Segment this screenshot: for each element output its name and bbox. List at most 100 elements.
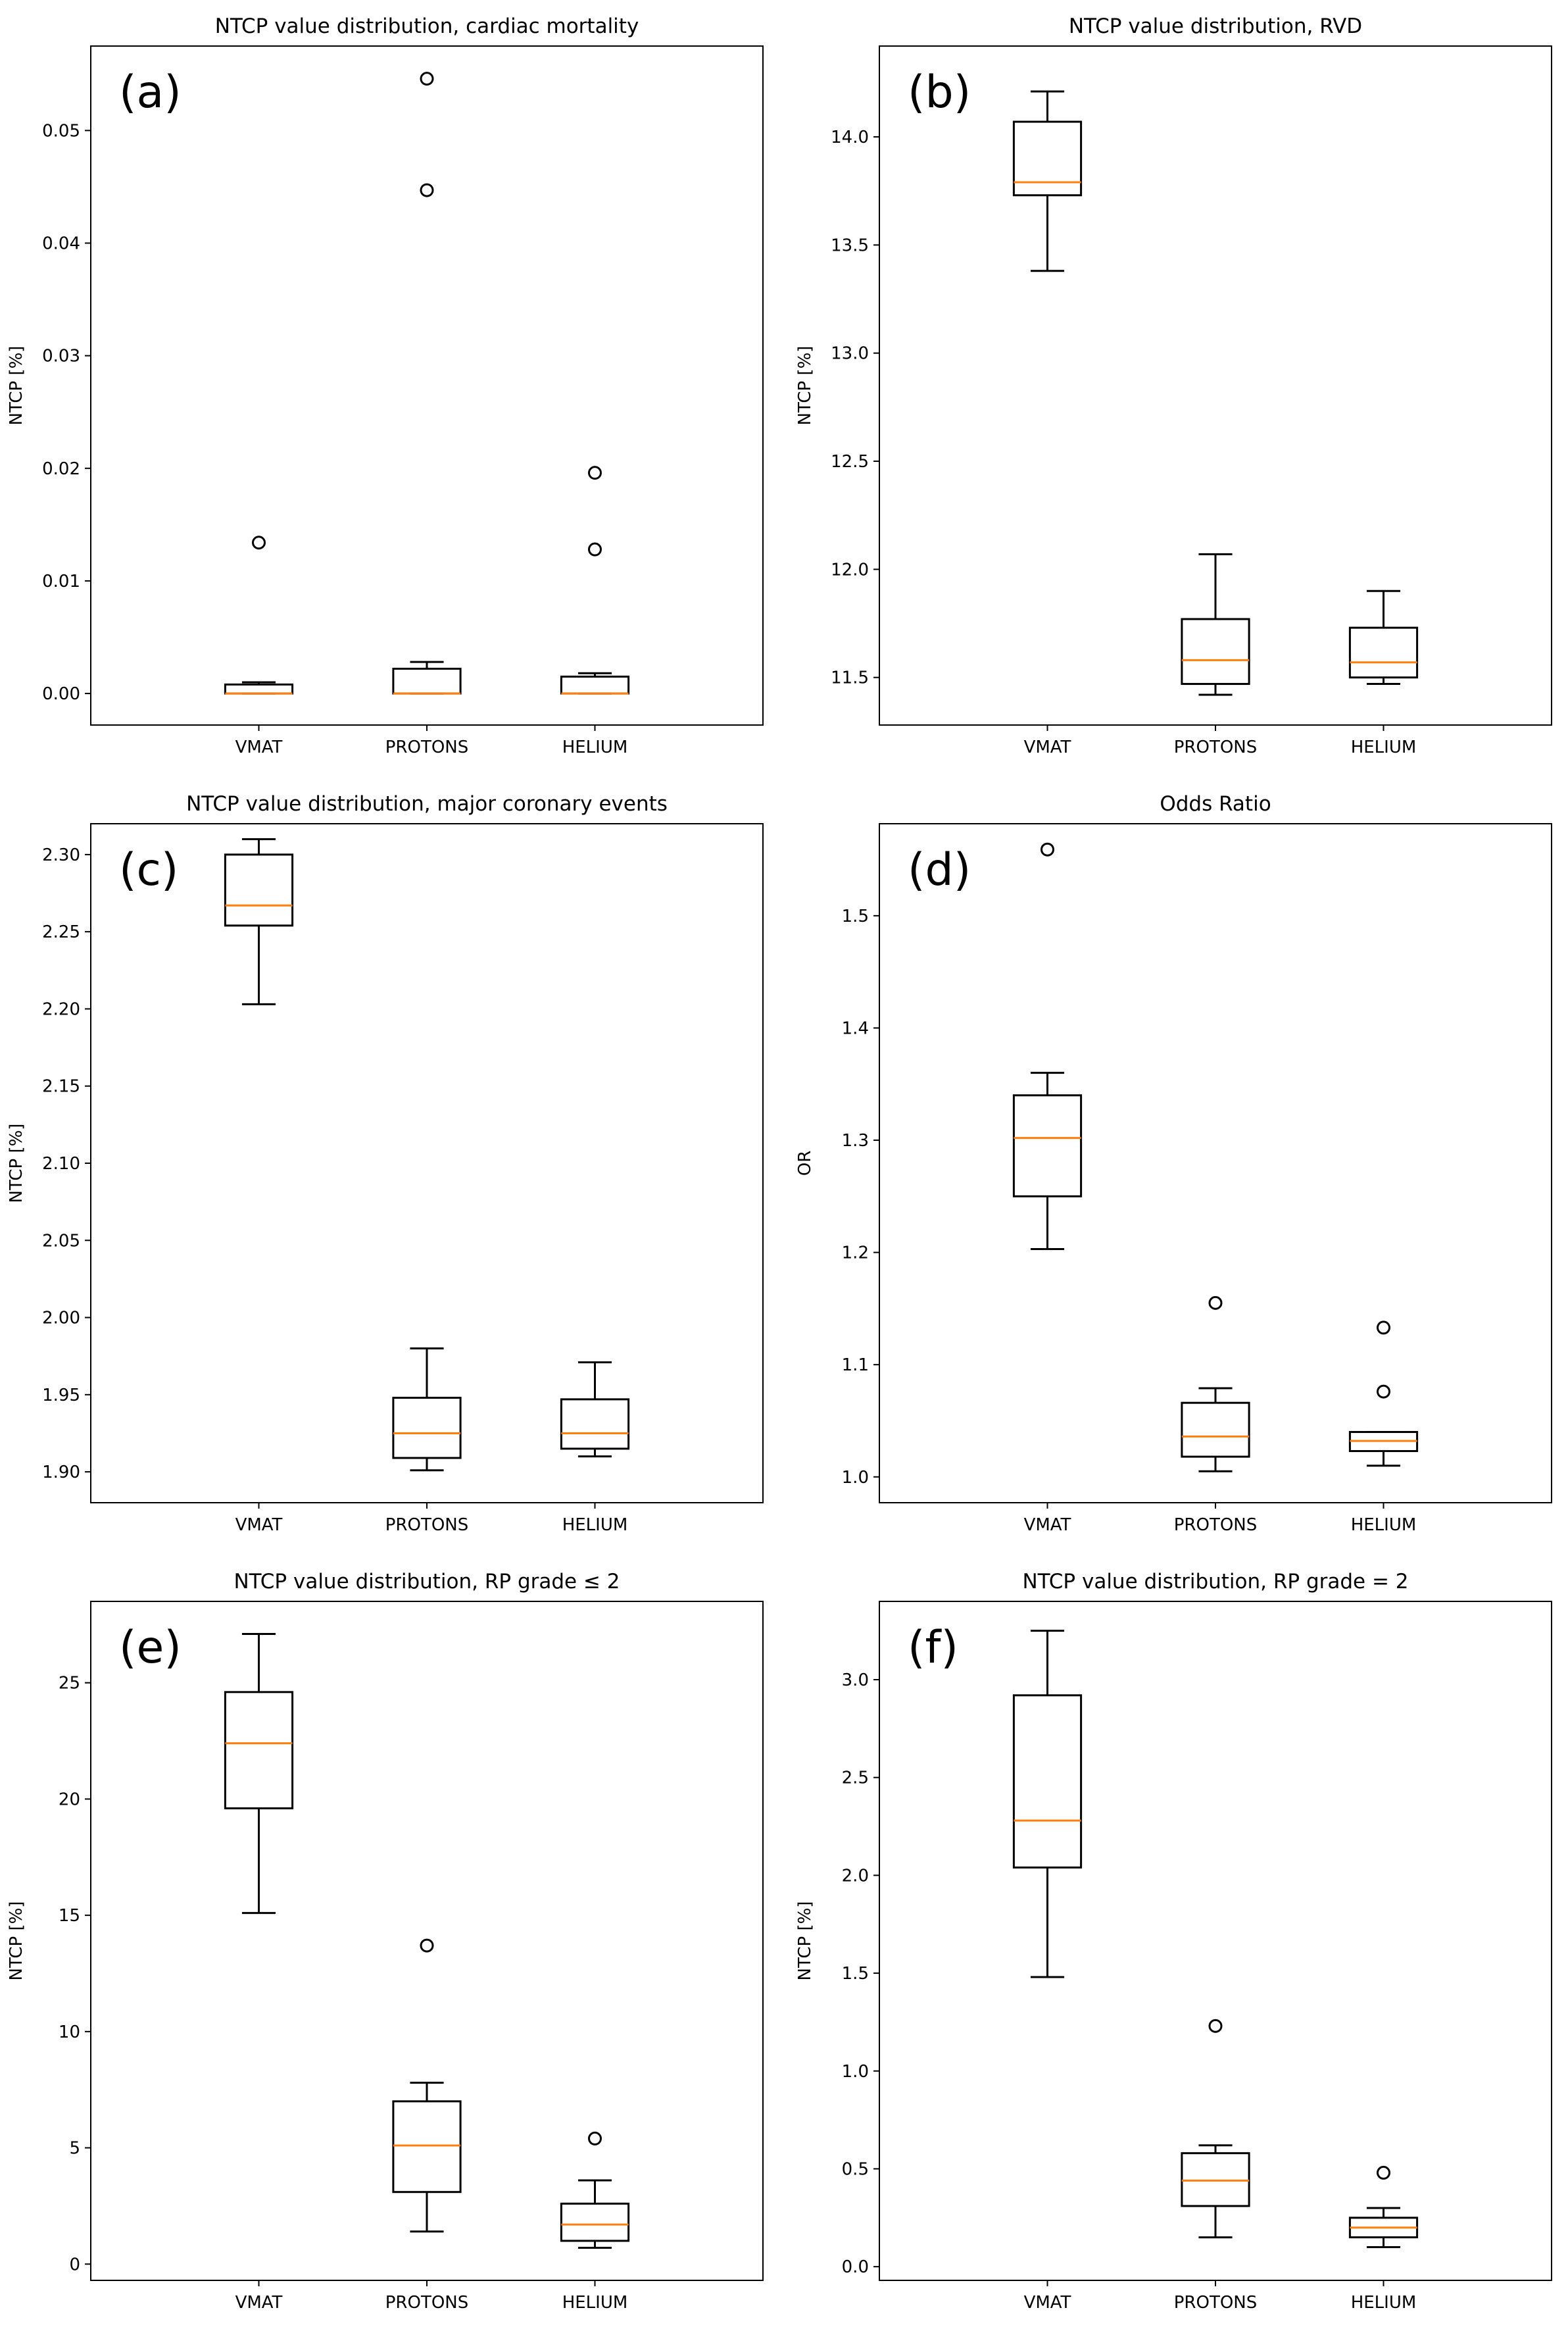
outlier-point bbox=[1377, 2165, 1390, 2180]
y-axis-label: NTCP [%] bbox=[7, 1901, 26, 1981]
x-tick-label: VMAT bbox=[235, 2293, 283, 2313]
box-helium bbox=[560, 466, 630, 695]
x-tick-label: PROTONS bbox=[1174, 738, 1258, 757]
box-vmat bbox=[224, 536, 294, 695]
y-tick-label: 0.03 bbox=[42, 347, 80, 366]
box-protons bbox=[392, 1347, 462, 1472]
y-tick-label: 0.02 bbox=[42, 459, 80, 479]
box-protons bbox=[392, 72, 462, 695]
outlier-point bbox=[420, 183, 434, 197]
y-tick-label: 1.90 bbox=[42, 1463, 80, 1482]
iqr-box bbox=[1181, 618, 1250, 686]
y-tick-label: 1.95 bbox=[42, 1386, 80, 1405]
panel-label: (a) bbox=[119, 66, 182, 118]
iqr-box bbox=[1012, 120, 1083, 197]
axes-frame bbox=[879, 45, 1552, 726]
panel-a: NTCP value distribution, cardiac mortali… bbox=[7, 14, 764, 757]
x-tick-label: HELIUM bbox=[562, 738, 628, 757]
x-tick-label: PROTONS bbox=[385, 738, 469, 757]
y-tick-label: 0.0 bbox=[842, 2257, 869, 2277]
box-protons bbox=[1181, 1295, 1250, 1472]
x-tick-label: HELIUM bbox=[1351, 2293, 1417, 2313]
y-tick-label: 15 bbox=[59, 1906, 80, 1926]
box-vmat bbox=[1012, 842, 1083, 1250]
y-axis-label: NTCP [%] bbox=[7, 1124, 26, 1203]
iqr-box bbox=[392, 667, 462, 695]
x-tick-label: HELIUM bbox=[562, 1515, 628, 1535]
outlier-point bbox=[1377, 1384, 1390, 1399]
panel-label: (c) bbox=[119, 844, 178, 896]
axes-frame bbox=[90, 823, 764, 1503]
x-tick-label: HELIUM bbox=[1351, 1515, 1417, 1535]
y-tick-label: 1.5 bbox=[842, 1964, 869, 1984]
y-tick-label: 0.04 bbox=[42, 234, 80, 254]
x-tick-label: PROTONS bbox=[1174, 2293, 1258, 2313]
y-tick-label: 2.15 bbox=[42, 1077, 80, 1097]
panel-label: (d) bbox=[908, 844, 971, 896]
outlier-point bbox=[1377, 1320, 1390, 1335]
y-tick-label: 13.5 bbox=[831, 236, 869, 255]
panel-e: NTCP value distribution, RP grade ≤ 2 0 5 1… bbox=[7, 1570, 764, 2313]
x-tick-label: VMAT bbox=[1024, 738, 1071, 757]
y-tick-label: 13.0 bbox=[831, 344, 869, 364]
y-tick-label: 1.1 bbox=[842, 1355, 869, 1375]
y-tick-label: 2.20 bbox=[42, 999, 80, 1019]
y-tick-label: 1.2 bbox=[842, 1243, 869, 1263]
chart-title: NTCP value distribution, RVD bbox=[1069, 14, 1362, 38]
chart-title: NTCP value distribution, cardiac mortali… bbox=[215, 14, 639, 38]
chart-title: Odds Ratio bbox=[1160, 792, 1271, 816]
y-tick-label: 1.0 bbox=[842, 2062, 869, 2082]
outlier-point bbox=[588, 2131, 602, 2145]
box-helium bbox=[1348, 590, 1419, 686]
chart-title: NTCP value distribution, RP grade = 2 bbox=[1022, 1570, 1408, 1593]
y-axis-label: NTCP [%] bbox=[795, 1901, 815, 1981]
y-tick-label: 1.3 bbox=[842, 1131, 869, 1151]
y-tick-label: 2.05 bbox=[42, 1231, 80, 1251]
y-tick-label: 25 bbox=[59, 1674, 80, 1693]
chart-title: NTCP value distribution, major coronary … bbox=[186, 792, 668, 816]
axes-frame bbox=[879, 1601, 1552, 2281]
axes-frame bbox=[90, 45, 764, 726]
chart-title: NTCP value distribution, RP grade ≤ 2 bbox=[233, 1570, 620, 1593]
box-helium bbox=[560, 2131, 630, 2249]
iqr-box bbox=[1012, 1094, 1083, 1197]
y-tick-label: 0.01 bbox=[42, 572, 80, 591]
iqr-box bbox=[1348, 626, 1419, 679]
box-vmat bbox=[224, 838, 294, 1005]
outlier-point bbox=[420, 72, 434, 86]
x-tick-label: PROTONS bbox=[1174, 1515, 1258, 1535]
outlier-point bbox=[1041, 842, 1054, 857]
iqr-box bbox=[560, 1398, 630, 1450]
y-tick-label: 11.5 bbox=[831, 668, 869, 688]
box-vmat bbox=[1012, 90, 1083, 272]
y-tick-label: 2.25 bbox=[42, 922, 80, 942]
x-tick-label: HELIUM bbox=[562, 2293, 628, 2313]
y-tick-label: 2.10 bbox=[42, 1154, 80, 1174]
iqr-box bbox=[392, 2100, 462, 2194]
iqr-box bbox=[224, 1691, 294, 1810]
x-tick-label: VMAT bbox=[1024, 1515, 1071, 1535]
iqr-box bbox=[224, 853, 294, 927]
y-tick-label: 0.5 bbox=[842, 2159, 869, 2179]
panel-d: Odds Ratio 1.0 1.1 1.2 1.3 1.4 1.5 OR (d) VMAT PRO… bbox=[795, 792, 1552, 1535]
box-helium bbox=[1348, 1320, 1419, 1467]
iqr-box bbox=[1181, 1401, 1250, 1458]
outlier-point bbox=[252, 536, 266, 550]
iqr-box bbox=[224, 683, 294, 695]
y-tick-label: 10 bbox=[59, 2022, 80, 2042]
box-vmat bbox=[224, 1632, 294, 1915]
x-tick-label: PROTONS bbox=[385, 1515, 469, 1535]
y-tick-label: 14.0 bbox=[831, 128, 869, 147]
axes-frame bbox=[90, 1601, 764, 2281]
iqr-box bbox=[560, 675, 630, 695]
panel-label: (e) bbox=[119, 1622, 182, 1674]
panel-label: (b) bbox=[908, 66, 971, 118]
y-tick-label: 3.0 bbox=[842, 1670, 869, 1690]
panel-label: (f) bbox=[908, 1622, 958, 1674]
box-helium bbox=[560, 1361, 630, 1458]
outlier-point bbox=[588, 466, 602, 480]
x-tick-label: PROTONS bbox=[385, 2293, 469, 2313]
y-axis-label: NTCP [%] bbox=[7, 346, 26, 426]
y-tick-label: 2.00 bbox=[42, 1309, 80, 1328]
